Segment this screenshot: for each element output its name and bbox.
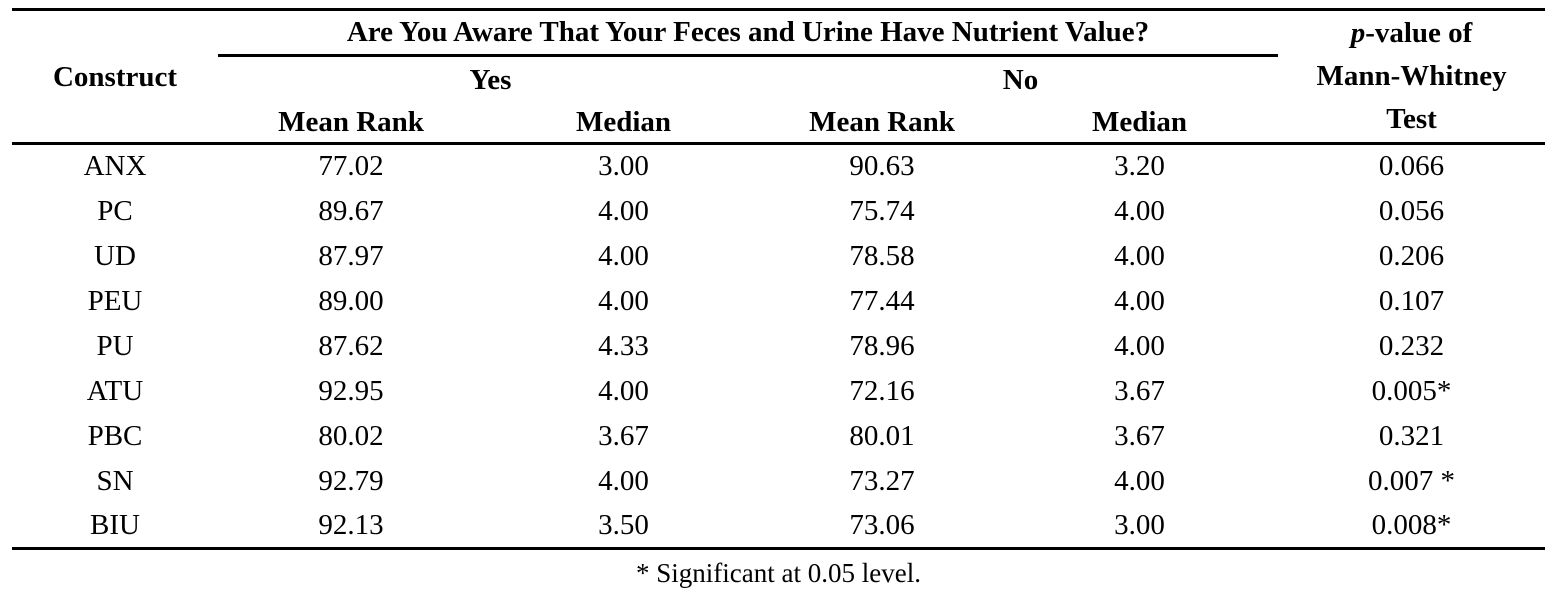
construct-cell: UD	[94, 239, 136, 272]
yes-median-header: Median	[484, 103, 763, 145]
yes-mean-rank-cell: 92.79	[318, 464, 384, 497]
yes-mean-rank-cell: 89.67	[318, 194, 384, 227]
table-row: BIU 92.13 3.50 73.06 3.00 0.008*	[12, 503, 1546, 550]
no-median-cell: 4.00	[1114, 284, 1165, 317]
yes-median-cell: 3.00	[598, 150, 649, 183]
no-mean-rank-cell: 73.27	[849, 464, 915, 497]
p-value-cell: 0.066	[1378, 150, 1445, 183]
table-row: UD 87.97 4.00 78.58 4.00 0.206	[12, 234, 1545, 279]
p-value-header-line2: Mann-Whitney	[1316, 60, 1507, 92]
table-row: PEU 89.00 4.00 77.44 4.00 0.107	[12, 279, 1545, 324]
yes-mean-rank-cell: 87.97	[318, 239, 384, 272]
no-median-header: Median	[1001, 103, 1279, 145]
p-value-header-line1-rest: -value of	[1365, 17, 1473, 49]
yes-mean-rank-cell: 77.02	[318, 150, 384, 183]
yes-median-cell: 4.00	[598, 464, 649, 497]
p-value-cell: 0.321	[1378, 419, 1445, 452]
construct-cell: ATU	[86, 374, 144, 407]
no-median-cell: 3.67	[1114, 419, 1165, 452]
construct-cell: BIU	[12, 503, 218, 550]
yes-median-cell: 3.50	[484, 503, 763, 550]
awareness-question-header: Are You Aware That Your Feces and Urine …	[218, 9, 1279, 57]
p-value-header-line1: p-value of	[1278, 12, 1545, 55]
no-group-header: No	[1002, 63, 1039, 96]
no-median-cell: 3.67	[1114, 374, 1165, 407]
construct-cell: PBC	[87, 419, 143, 452]
paper-table-page: Construct Are You Aware That Your Feces …	[0, 8, 1551, 605]
p-value-cell: 0.007 *	[1368, 464, 1456, 497]
table-row: ATU 92.95 4.00 72.16 3.67 0.005*	[12, 369, 1545, 414]
no-median-cell: 4.00	[1114, 464, 1165, 497]
no-median-cell: 4.00	[1114, 329, 1165, 362]
table-row: PC 89.67 4.00 75.74 4.00 0.056	[12, 189, 1545, 234]
no-mean-rank-header: Mean Rank	[763, 103, 1001, 145]
no-mean-rank-cell: 77.44	[849, 284, 915, 317]
p-value-header-line3: Test	[1386, 103, 1437, 135]
yes-mean-rank-cell: 87.62	[318, 329, 384, 362]
yes-group-header: Yes	[469, 63, 512, 96]
yes-median-cell: 4.00	[598, 194, 649, 227]
p-italic: p	[1350, 17, 1366, 49]
yes-mean-rank-cell: 92.95	[318, 374, 384, 407]
no-mean-rank-cell: 75.74	[849, 194, 915, 227]
yes-median-cell: 4.00	[598, 374, 649, 407]
table-footnote: * Significant at 0.05 level.	[636, 558, 921, 588]
p-value-cell: 0.107	[1378, 284, 1445, 317]
construct-cell: SN	[96, 464, 134, 497]
no-mean-rank-cell: 80.01	[849, 419, 915, 452]
table-row: ANX 77.02 3.00 90.63 3.20 0.066	[12, 144, 1545, 189]
no-mean-rank-cell: 72.16	[849, 374, 915, 407]
yes-median-cell: 4.00	[598, 284, 649, 317]
no-median-cell: 3.20	[1114, 150, 1165, 183]
no-mean-rank-cell: 73.06	[763, 503, 1001, 550]
no-mean-rank-cell: 78.58	[849, 239, 915, 272]
p-value-column-header: p-value of Mann-Whitney Test	[1278, 9, 1546, 145]
yes-median-cell: 4.00	[598, 239, 649, 272]
yes-mean-rank-cell: 80.02	[318, 419, 384, 452]
group-header-row: Construct Are You Aware That Your Feces …	[12, 9, 1546, 145]
construct-cell: PC	[97, 194, 133, 227]
table-header: Construct Are You Aware That Your Feces …	[12, 9, 1546, 145]
p-value-cell: 0.056	[1378, 194, 1445, 227]
table-row: PBC 80.02 3.67 80.01 3.67 0.321	[12, 414, 1545, 459]
construct-column-header: Construct	[12, 9, 218, 145]
no-mean-rank-cell: 90.63	[849, 150, 915, 183]
no-median-cell: 3.00	[1001, 503, 1279, 550]
p-value-cell: 0.008*	[1278, 503, 1546, 550]
yes-no-header-row: Yes No	[12, 56, 1545, 104]
sub-header-row: Mean Rank Median Mean Rank Median	[12, 103, 1545, 145]
yes-mean-rank-header: Mean Rank	[218, 103, 484, 145]
table-row: PU 87.62 4.33 78.96 4.00 0.232	[12, 324, 1545, 369]
yes-mean-rank-cell: 89.00	[318, 284, 384, 317]
construct-cell: ANX	[83, 150, 147, 183]
yes-median-cell: 3.67	[598, 419, 649, 452]
no-median-cell: 4.00	[1114, 239, 1165, 272]
p-value-cell: 0.005*	[1371, 374, 1452, 407]
p-value-cell: 0.232	[1378, 329, 1445, 362]
no-mean-rank-cell: 78.96	[849, 329, 915, 362]
table-row: SN 92.79 4.00 73.27 4.00 0.007 *	[12, 459, 1545, 504]
construct-cell: PU	[96, 329, 134, 362]
construct-cell: PEU	[87, 284, 143, 317]
p-value-cell: 0.206	[1378, 239, 1445, 272]
yes-median-cell: 4.33	[598, 329, 649, 362]
yes-mean-rank-cell: 92.13	[218, 503, 484, 550]
table-body: ANX 77.02 3.00 90.63 3.20 0.066 PC 89.67 4.00 75.…	[12, 144, 1546, 550]
no-median-cell: 4.00	[1114, 194, 1165, 227]
mann-whitney-results-table: Construct Are You Aware That Your Feces …	[12, 8, 1546, 550]
